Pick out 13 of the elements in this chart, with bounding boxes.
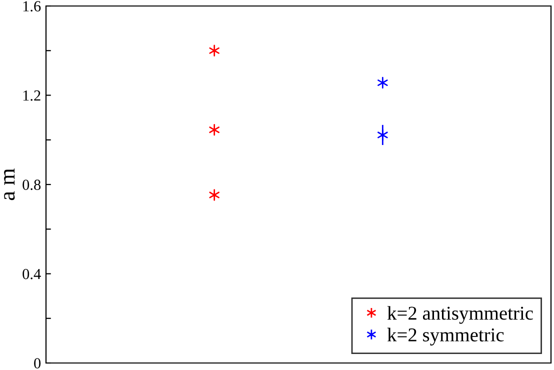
point [378, 129, 388, 141]
y-axis-title: a m [4, 168, 15, 200]
y-tick-label: 0 [34, 358, 41, 368]
point [209, 44, 220, 56]
y-tick-label: 0.8 [22, 180, 41, 190]
legend-label: k=2 symmetric [387, 328, 504, 346]
point [209, 124, 220, 136]
y-tick-label: 1.6 [23, 1, 41, 12]
y-tick-label: 0.4 [22, 268, 41, 280]
y-tick-label: 1.2 [23, 90, 40, 101]
point [209, 189, 220, 201]
point [378, 76, 388, 89]
legend-label: k=2 antisymmetric [387, 306, 533, 324]
